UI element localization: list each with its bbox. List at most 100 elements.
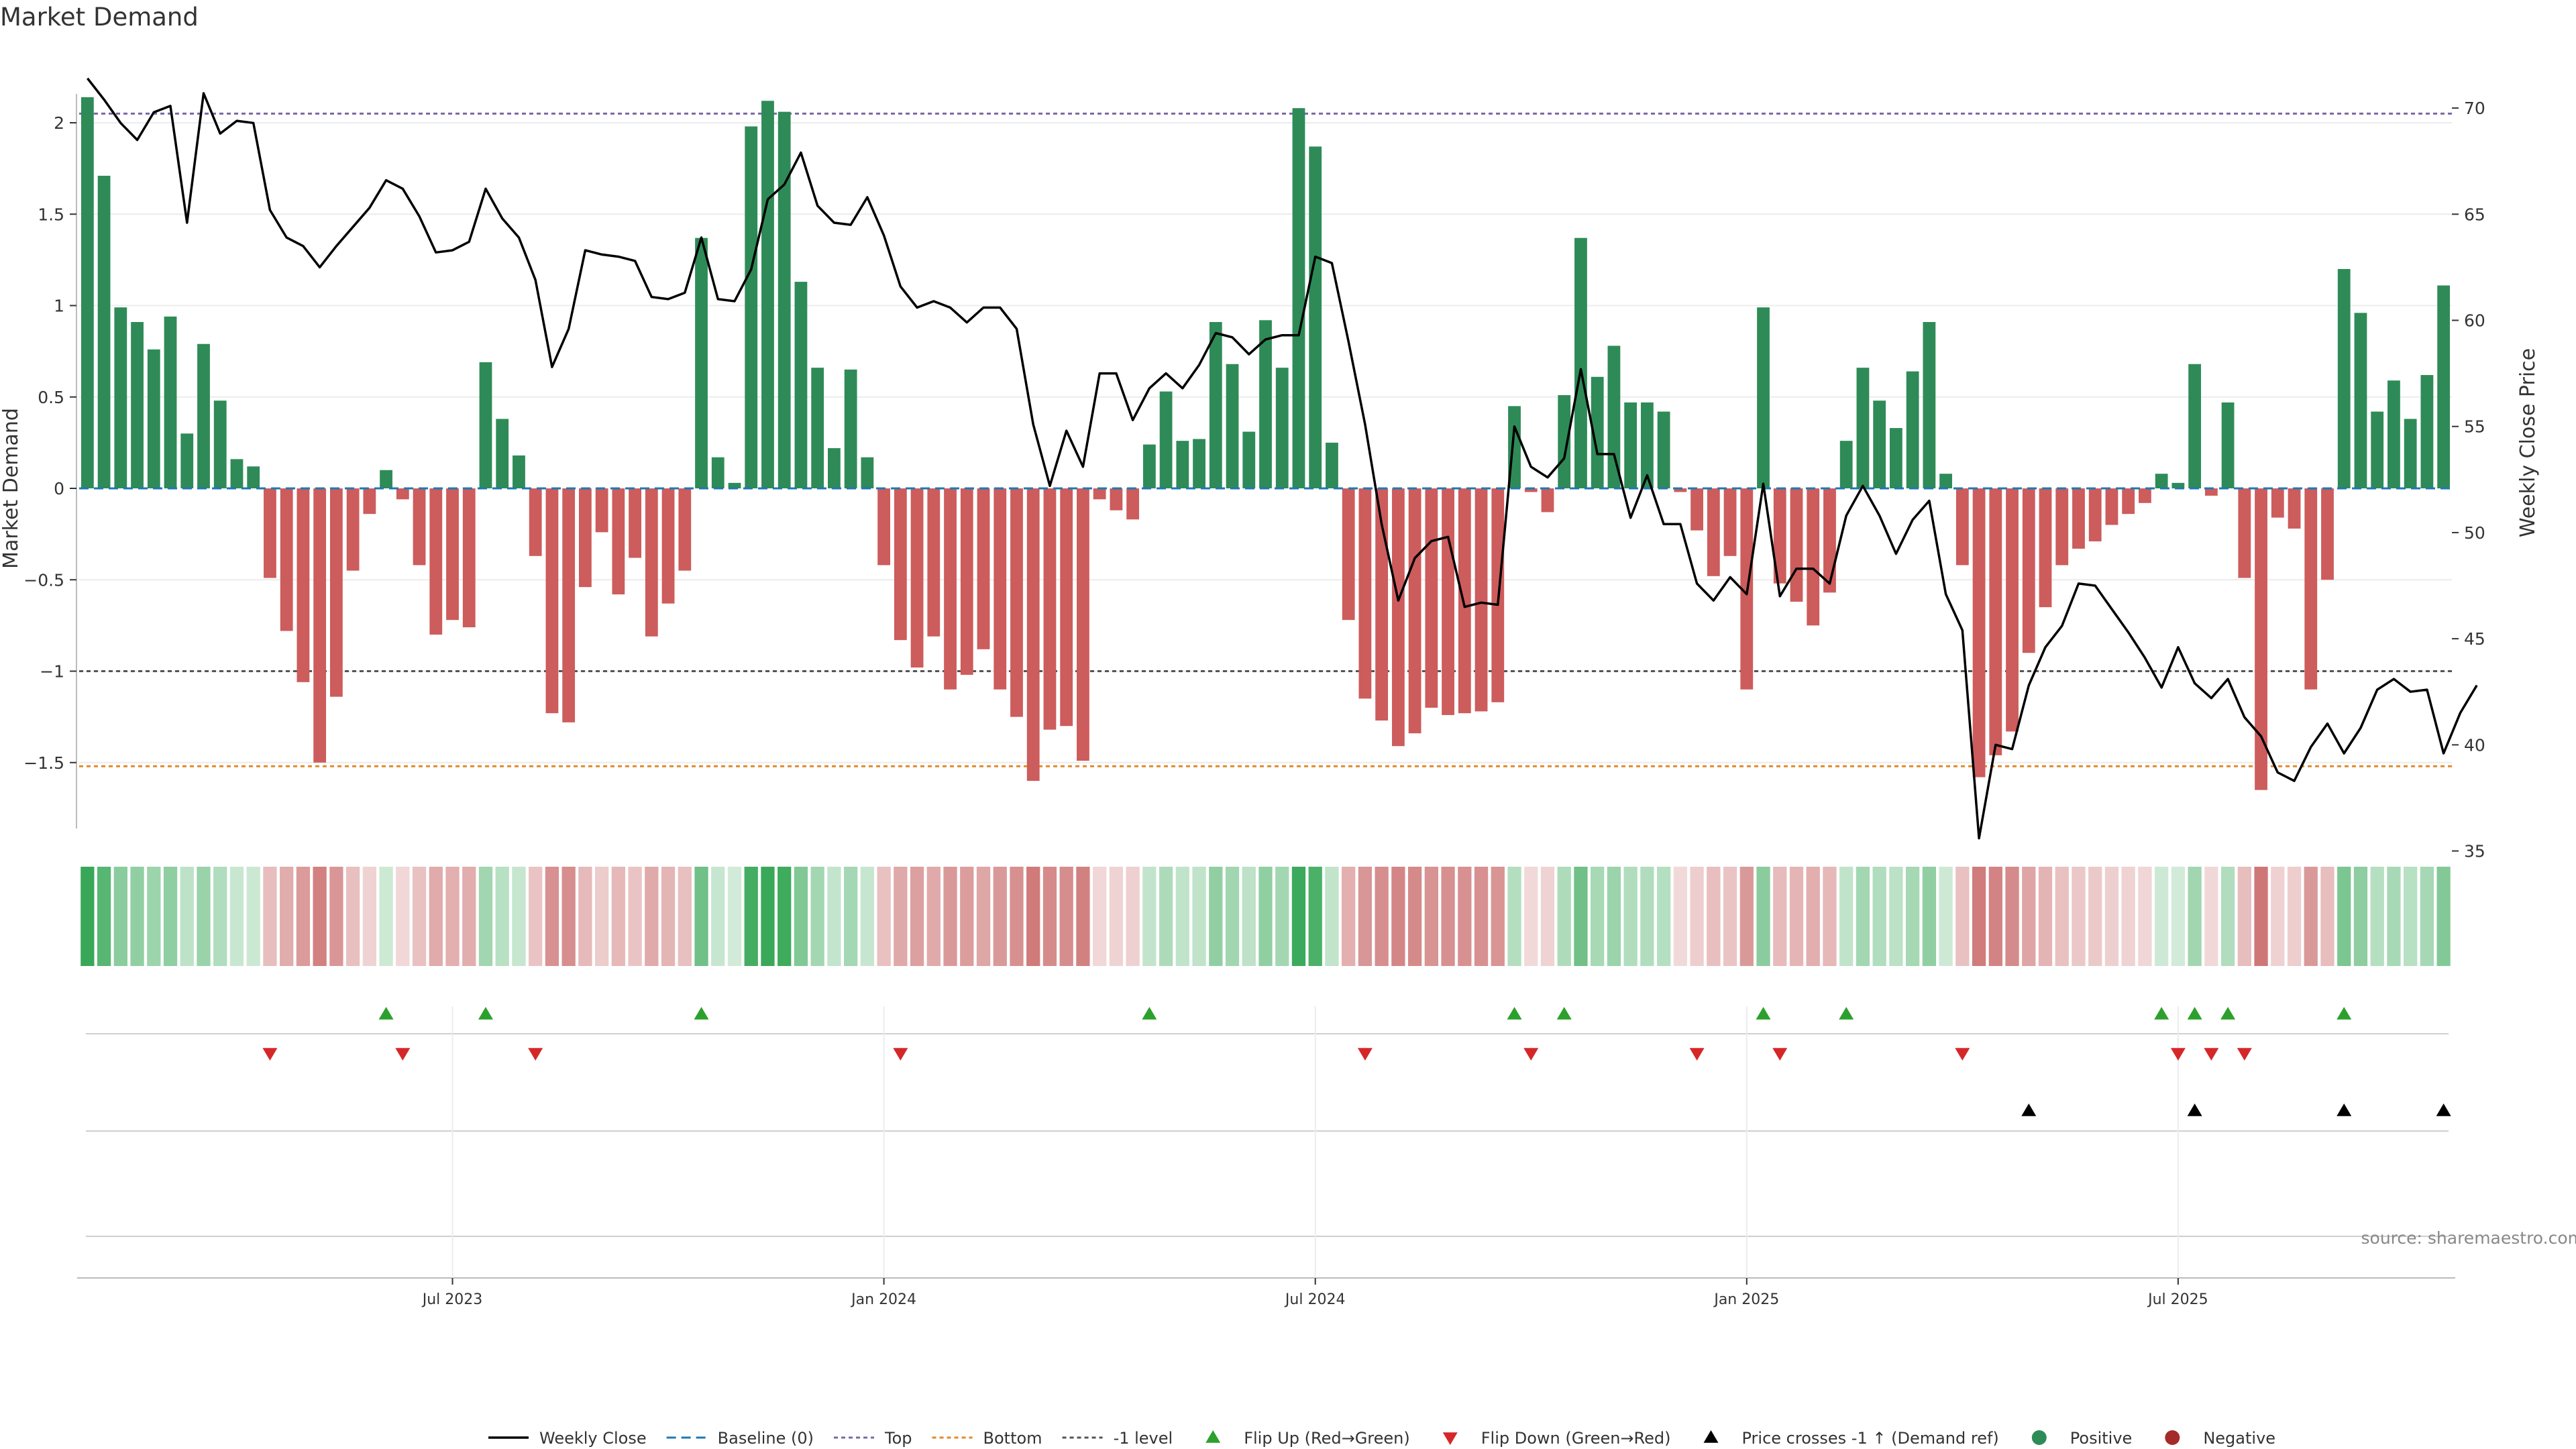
heat-cell <box>80 867 95 966</box>
y2-tick-label: 65 <box>2464 205 2485 224</box>
flip-down-marker <box>262 1048 278 1061</box>
demand-bar <box>280 488 293 631</box>
demand-bar <box>164 316 177 488</box>
heat-cell <box>2171 867 2186 966</box>
heat-cell <box>1656 867 1671 966</box>
y2-tick-label: 45 <box>2464 629 2485 649</box>
heat-cell <box>661 867 676 966</box>
demand-bar <box>313 488 327 763</box>
demand-bar <box>1425 488 1438 708</box>
heat-cell <box>1723 867 1737 966</box>
heat-cell <box>1607 867 1621 966</box>
heat-cell <box>313 867 327 966</box>
heat-cell <box>794 867 808 966</box>
demand-bar <box>2055 488 2069 566</box>
demand-bar <box>1955 488 1969 566</box>
heat-cell <box>345 867 360 966</box>
demand-bar <box>1442 488 1454 715</box>
demand-bar <box>1823 488 1836 593</box>
heat-cell <box>877 867 891 966</box>
heat-cell <box>1474 867 1489 966</box>
demand-bar <box>1342 488 1355 621</box>
x-tick-label: Jul 2025 <box>2147 1291 2208 1308</box>
heat-cell <box>2420 867 2434 966</box>
demand-bar <box>1640 402 1654 488</box>
heat-cell <box>844 867 858 966</box>
heat-cell <box>1242 867 1256 966</box>
heat-cell <box>113 867 127 966</box>
heat-cell <box>1325 867 1339 966</box>
heat-cell <box>1391 867 1405 966</box>
heat-cell <box>1424 867 1438 966</box>
legend-swatch <box>1703 1430 1719 1443</box>
demand-bar <box>247 466 260 488</box>
demand-bar <box>2022 488 2035 653</box>
price-cross-marker <box>2337 1104 2352 1116</box>
demand-bar <box>1043 488 1057 730</box>
demand-bar <box>1558 395 1571 488</box>
flip-down-marker <box>2204 1048 2219 1061</box>
demand-bar <box>213 400 227 488</box>
heat-cell <box>1093 867 1107 966</box>
heat-cell <box>2038 867 2053 966</box>
demand-bar <box>2420 375 2434 488</box>
legend-item: Weekly Close <box>488 1429 647 1448</box>
demand-bar <box>529 488 542 556</box>
y2-tick-label: 70 <box>2464 99 2485 118</box>
demand-bar <box>496 419 509 488</box>
heat-cell <box>1375 867 1389 966</box>
demand-bar <box>894 488 907 641</box>
heat-cell <box>727 867 742 966</box>
x-tick-label: Jul 2023 <box>421 1291 483 1308</box>
heat-cell <box>2138 867 2152 966</box>
demand-bar <box>1391 488 1405 747</box>
heat-cell <box>2022 867 2036 966</box>
demand-bar <box>877 488 891 566</box>
legend-swatch <box>2031 1430 2047 1445</box>
legend-label: Positive <box>2070 1429 2133 1448</box>
y-tick-label: 0 <box>54 479 64 498</box>
heat-cell <box>810 867 824 966</box>
heat-cell <box>329 867 343 966</box>
demand-bar <box>2255 488 2267 790</box>
heat-cell <box>1557 867 1571 966</box>
heat-cell <box>1458 867 1472 966</box>
heat-cell <box>180 867 194 966</box>
heat-cell <box>1258 867 1273 966</box>
heat-cell <box>926 867 941 966</box>
demand-bar <box>2204 488 2218 496</box>
y-tick-label: −0.5 <box>23 570 64 590</box>
legend-label: Top <box>884 1429 912 1448</box>
heat-cell <box>2370 867 2384 966</box>
heat-cell <box>429 867 443 966</box>
flip-down-marker <box>1523 1048 1539 1061</box>
demand-bar <box>1408 488 1421 734</box>
heat-cell <box>229 867 244 966</box>
demand-bar <box>1906 371 1919 488</box>
demand-bar <box>329 488 343 697</box>
heat-cell <box>711 867 725 966</box>
demand-bar <box>2354 313 2367 488</box>
legend-label: Flip Up (Red→Green) <box>1244 1429 1410 1448</box>
heat-cell <box>1175 867 1189 966</box>
heat-cell <box>1358 867 1373 966</box>
heat-cell <box>2287 867 2302 966</box>
heat-cell <box>412 867 427 966</box>
demand-bar <box>1674 488 1687 492</box>
legend-swatch <box>1442 1432 1458 1445</box>
heat-cell <box>1026 867 1040 966</box>
heat-cell <box>1823 867 1837 966</box>
y2-axis-title: Weekly Close Price <box>2516 348 2540 537</box>
demand-bar <box>1458 488 1471 714</box>
demand-bar <box>828 448 841 488</box>
demand-bar <box>1060 488 1073 727</box>
y-tick-label: −1 <box>40 662 64 682</box>
heat-cell <box>1773 867 1787 966</box>
heat-cell <box>1275 867 1289 966</box>
heat-cell <box>1988 867 2002 966</box>
flip-down-marker <box>1955 1048 1970 1061</box>
demand-bar <box>230 459 244 488</box>
demand-bar <box>2288 488 2301 529</box>
chart-title: Market Demand <box>0 3 199 32</box>
demand-bar <box>578 488 592 588</box>
